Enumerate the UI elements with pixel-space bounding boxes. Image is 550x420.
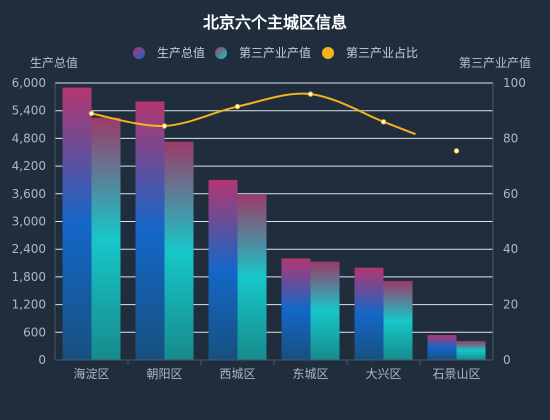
- legend: 生产总值 第三产业产值 第三产业占比: [133, 45, 418, 60]
- y-right-tick-label: 40: [503, 242, 518, 256]
- bar-tertiary-output[interactable]: [237, 194, 267, 360]
- share-point[interactable]: [88, 110, 95, 117]
- x-axis: 海淀区 朝阳区 西城区 东城区 大兴区 石景山区: [54, 83, 494, 381]
- y-left-tick-label: 4,800: [12, 131, 46, 145]
- share-point[interactable]: [453, 148, 460, 154]
- y-left-tick-label: 1,200: [12, 298, 46, 312]
- bar-gdp[interactable]: [427, 335, 457, 360]
- bar-tertiary-output[interactable]: [91, 117, 121, 360]
- legend-swatch-tertiary-share: [322, 47, 334, 59]
- y-left-tick-label: 4,200: [12, 159, 46, 173]
- x-tick-label: 石景山区: [432, 367, 480, 381]
- legend-item-tertiary-output[interactable]: 第三产业产值: [215, 45, 311, 60]
- legend-swatch-gdp: [133, 47, 145, 59]
- y-left-tick-label: 3,600: [12, 187, 46, 201]
- y-right-tick-label: 80: [503, 131, 518, 145]
- legend-label-gdp: 生产总值: [157, 45, 205, 60]
- y-left-tick-label: 2,400: [12, 242, 46, 256]
- share-point[interactable]: [307, 91, 314, 97]
- y-left-axis-label: 生产总值: [30, 55, 78, 70]
- share-line: [88, 91, 460, 154]
- bar-tertiary-output[interactable]: [164, 141, 194, 360]
- y-left-tick-label: 5,400: [12, 104, 46, 118]
- grid-lines: [55, 82, 493, 333]
- y-left-tick-label: 1,800: [12, 270, 46, 284]
- chart-title: 北京六个主城区信息: [203, 13, 347, 32]
- share-point[interactable]: [380, 119, 387, 125]
- y-right-ticks: 0 20 40 60 80 100: [503, 76, 526, 367]
- x-tick-label: 大兴区: [365, 367, 401, 381]
- y-right-axis-label: 第三产业产值: [459, 55, 531, 70]
- share-point[interactable]: [234, 103, 241, 110]
- bar-gdp[interactable]: [62, 87, 92, 360]
- legend-item-tertiary-share[interactable]: 第三产业占比: [322, 45, 418, 60]
- y-left-tick-label: 6,000: [12, 76, 46, 90]
- y-left-tick-label: 0: [38, 353, 46, 367]
- bar-gdp[interactable]: [135, 101, 165, 360]
- legend-swatch-tertiary-output: [215, 47, 227, 59]
- legend-item-gdp[interactable]: 生产总值: [133, 45, 205, 60]
- legend-label-tertiary-share: 第三产业占比: [346, 45, 418, 60]
- share-point[interactable]: [161, 123, 168, 129]
- y-left-tick-label: 600: [23, 325, 46, 339]
- y-right-tick-label: 60: [503, 187, 518, 201]
- y-right-tick-label: 100: [503, 76, 526, 90]
- y-right-tick-label: 20: [503, 298, 518, 312]
- y-left-ticks: 0 600 1,200 1,800 2,400 3,000 3,600 4,200 4,800 5…: [12, 76, 46, 367]
- bar-tertiary-output[interactable]: [456, 341, 486, 360]
- y-left-tick-label: 3,000: [12, 215, 46, 229]
- bar-gdp[interactable]: [208, 179, 238, 360]
- x-tick-label: 西城区: [219, 367, 255, 381]
- bar-gdp[interactable]: [354, 267, 384, 360]
- bar-gdp[interactable]: [281, 258, 311, 360]
- y-right-tick-label: 0: [503, 353, 511, 367]
- x-tick-label: 朝阳区: [146, 367, 182, 381]
- bar-tertiary-output[interactable]: [383, 281, 413, 360]
- bar-tertiary-output[interactable]: [310, 261, 340, 360]
- bars: [62, 87, 486, 360]
- x-tick-label: 东城区: [292, 367, 328, 381]
- legend-label-tertiary-output: 第三产业产值: [239, 45, 311, 60]
- x-tick-label: 海淀区: [73, 366, 109, 381]
